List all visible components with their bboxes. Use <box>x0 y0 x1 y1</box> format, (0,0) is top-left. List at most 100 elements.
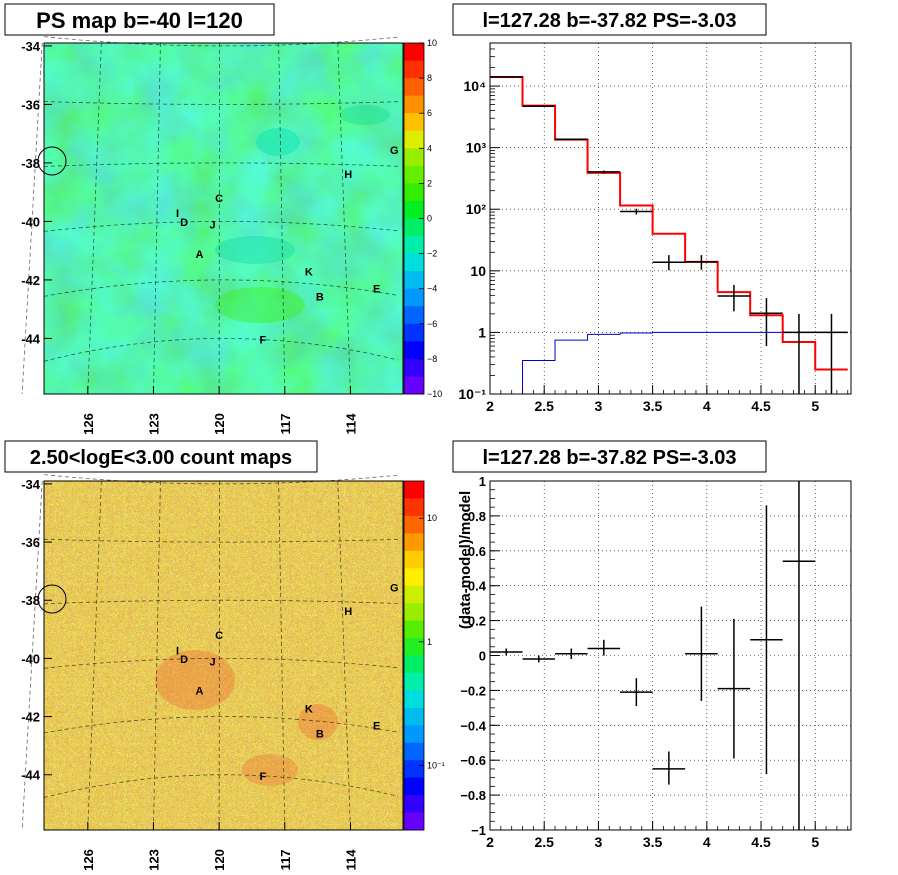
source-label-j: J <box>209 219 215 231</box>
ps-colorbar-tick-label: −10 <box>427 389 442 399</box>
ps-x-tick-label: 114 <box>343 413 358 435</box>
source-label-a: A <box>195 249 203 261</box>
cm-grid-longitude <box>337 480 351 831</box>
cm-colorbar-band <box>404 725 424 744</box>
residual-axes: 2 2.5 3 3.5 4 4.5 5 −1 −0.8 −0.6 −0.4 −0.2 0 0.2 0.4 0.… <box>460 474 849 850</box>
ps-colorbar-band <box>404 43 424 62</box>
ps-colorbar-band <box>404 376 424 395</box>
spectrum-y-tick-label: 10² <box>466 201 487 217</box>
spectrum-model-background-line <box>490 331 848 395</box>
cm-colorbar-band <box>404 690 424 709</box>
count-map-red-patch <box>155 650 235 710</box>
cm-y-tick-label: -38 <box>21 593 40 608</box>
ps-map-source-labels: G H C ID J A K B E F <box>176 145 399 346</box>
residual-y-tick-label: 0.6 <box>468 544 486 559</box>
ps-x-tick-label: 123 <box>146 413 161 435</box>
cm-y-tick-label: -42 <box>21 710 40 725</box>
cm-colorbar-band <box>404 620 424 639</box>
ps-map-coordinate-grid <box>21 36 399 395</box>
count-map-x-axis: 126 123 120 117 114 <box>81 822 358 871</box>
count-map-y-axis: -34 -36 -38 -40 -42 -44 <box>21 477 52 783</box>
ps-colorbar-band <box>404 323 424 342</box>
cm-colorbar-band <box>404 638 424 656</box>
ps-colorbar-band <box>404 200 424 219</box>
ps-grid-latitude <box>43 36 399 47</box>
cm-colorbar-band <box>404 568 424 587</box>
cm-grid-latitude <box>43 538 399 543</box>
residual-y-tick-label: −0.6 <box>460 753 486 768</box>
cm-grid-latitude <box>43 716 399 734</box>
ps-colorbar-band <box>404 78 424 97</box>
residual-y-tick-label: −0.8 <box>460 788 486 803</box>
count-map-source-labels: G H C ID J A K B E F <box>176 582 399 782</box>
spectrum-x-tick-label: 4.5 <box>751 398 771 414</box>
cm-grid-latitude <box>43 599 399 605</box>
cm-x-tick-label: 120 <box>212 849 227 871</box>
ps-colorbar-tick-label: 6 <box>427 108 432 118</box>
count-map-red-patch <box>242 754 298 786</box>
spectrum-axes: 2 2.5 3 3.5 4 4.5 5 10⁻¹ 1 10 10² 10³ 10⁴ <box>458 42 849 414</box>
source-label-b: B <box>316 292 324 304</box>
ps-grid-longitude <box>278 42 286 395</box>
source-label-f: F <box>260 771 267 783</box>
ps-colorbar-tick-label: 4 <box>427 143 432 153</box>
residual-series <box>490 481 816 830</box>
ps-y-tick-label: -42 <box>21 273 40 288</box>
ps-colorbar-tick-label: 0 <box>427 214 432 224</box>
cm-colorbar-band <box>404 655 424 674</box>
source-label-j: J <box>209 656 215 668</box>
count-map-red-patch <box>298 704 338 740</box>
ps-x-tick-label: 117 <box>278 414 293 435</box>
ps-map-frame <box>43 42 404 395</box>
cm-colorbar-frame <box>403 480 425 831</box>
ps-colorbar-band <box>404 253 424 272</box>
cm-y-tick-label: -36 <box>21 535 40 550</box>
cm-colorbar-band <box>404 707 424 726</box>
source-label-g: G <box>390 582 399 594</box>
ps-colorbar-tick-label: −4 <box>427 284 437 294</box>
source-label-g: G <box>390 145 399 157</box>
cm-grid-longitude <box>278 480 286 831</box>
ps-colorbar-tick-label: −6 <box>427 319 437 329</box>
ps-colorbar-band <box>404 341 424 360</box>
residual-x-tick-label: 5 <box>811 834 819 850</box>
ps-colorbar-band <box>404 183 424 202</box>
ps-grid-longitude <box>87 42 102 395</box>
spectrum-y-tick-label: 10 <box>470 263 486 279</box>
ps-y-tick-label: -36 <box>21 97 40 112</box>
ps-y-tick-label: -44 <box>21 331 41 346</box>
ps-grid-longitude <box>21 42 43 395</box>
ps-map-panel: PS map b=-40 l=120 -34 -36 -38 -40 -42 -44 12… <box>4 3 442 435</box>
source-label-k: K <box>305 703 313 715</box>
ps-map-x-axis: 126 123 120 117 114 <box>81 386 358 435</box>
count-map-coordinate-grid <box>21 474 399 831</box>
cm-grid-latitude <box>43 474 399 485</box>
cm-x-tick-label: 126 <box>81 849 96 871</box>
residual-y-tick-label: 0 <box>479 649 486 664</box>
ps-map-cyan-patch <box>215 236 295 264</box>
ps-map-title: PS map b=-40 l=120 <box>36 8 243 33</box>
cm-colorbar-band <box>404 498 424 517</box>
ps-colorbar-band <box>404 95 424 114</box>
ps-grid-latitude <box>43 279 399 297</box>
ps-colorbar-band <box>404 236 424 255</box>
cm-colorbar-band <box>404 481 424 499</box>
residual-x-tick-label: 3.5 <box>643 834 663 850</box>
cm-y-tick-label: -44 <box>21 768 41 783</box>
cm-y-tick-label: -40 <box>21 651 40 666</box>
ps-grid-latitude <box>43 338 399 362</box>
source-label-e: E <box>373 284 380 296</box>
count-map-title: 2.50<logE<3.00 count maps <box>30 447 292 469</box>
source-label-d: D <box>180 217 188 229</box>
ps-map-target-circle <box>37 146 67 176</box>
source-label-i: I <box>176 208 179 220</box>
cm-grid-longitude <box>87 480 102 831</box>
ps-map-texture <box>44 43 403 394</box>
residual-y-tick-label: 1 <box>479 474 486 489</box>
cm-colorbar-band <box>404 777 424 796</box>
residual-y-tick-label: 0.2 <box>468 614 486 629</box>
ps-colorbar-band <box>404 113 424 132</box>
ps-colorbar-band <box>404 271 424 290</box>
residual-y-tick-label: −0.2 <box>460 683 486 698</box>
ps-map-green-patch <box>215 287 305 323</box>
